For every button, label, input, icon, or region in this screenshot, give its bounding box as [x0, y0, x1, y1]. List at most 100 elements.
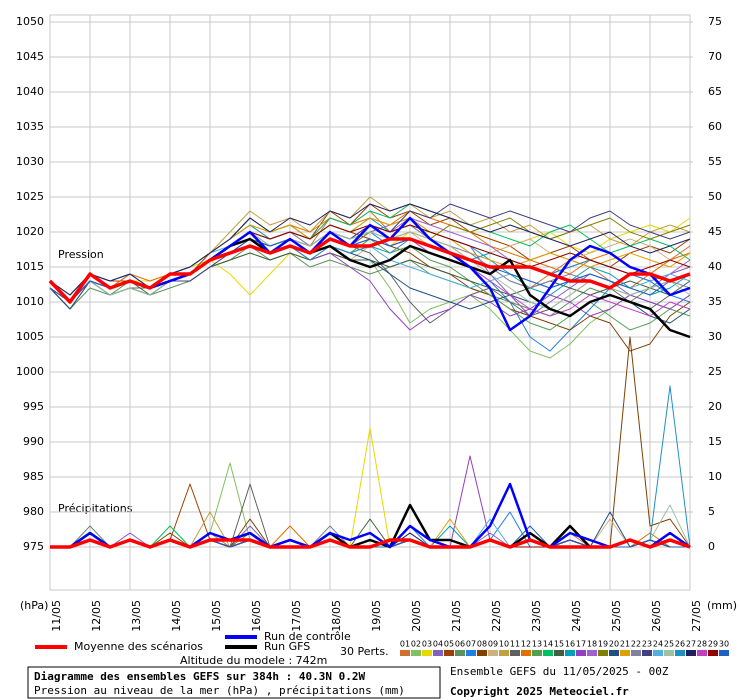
- precip-label: Précipitations: [58, 502, 133, 515]
- legend-swatch: [510, 650, 520, 656]
- x-tick-label: 27/05: [690, 600, 703, 632]
- legend-swatch: [400, 650, 410, 656]
- legend-label: 29: [708, 640, 718, 649]
- legend-label: 28: [697, 640, 707, 649]
- legend-label: 15: [554, 640, 564, 649]
- y-tick-label: 1005: [16, 330, 44, 343]
- legend-label: Run de contrôle: [264, 630, 351, 643]
- legend-swatch: [587, 650, 597, 656]
- x-tick-label: 15/05: [210, 600, 223, 632]
- legend-swatch: [697, 650, 707, 656]
- y2-tick-label: 35: [708, 295, 722, 308]
- legend-label: 06: [455, 640, 465, 649]
- legend-swatch: [620, 650, 630, 656]
- y2-tick-label: 25: [708, 365, 722, 378]
- precip-line: [50, 538, 691, 549]
- legend-label: 17: [576, 640, 586, 649]
- legend-swatch: [664, 650, 674, 656]
- y2-tick-label: 20: [708, 400, 722, 413]
- legend-label: 13: [532, 640, 542, 649]
- legend-swatch: [521, 650, 531, 656]
- y2-tick-label: 15: [708, 435, 722, 448]
- y2-tick-label: 10: [708, 470, 722, 483]
- y2-unit: (mm): [707, 599, 737, 612]
- pressure-line: [49, 216, 691, 332]
- legend-label: 05: [444, 640, 454, 649]
- legend-swatch: [554, 650, 564, 656]
- legend-swatch: [488, 650, 498, 656]
- x-tick-label: 17/05: [290, 600, 303, 632]
- legend-swatch: [532, 650, 542, 656]
- legend-swatch: [543, 650, 553, 656]
- y-tick-label: 975: [23, 540, 44, 553]
- legend-swatch: [653, 650, 663, 656]
- legend-label: 26: [675, 640, 685, 649]
- x-tick-label: 19/05: [370, 600, 383, 632]
- x-tick-label: 23/05: [530, 600, 543, 632]
- y-tick-label: 1050: [16, 15, 44, 28]
- y-tick-label: 985: [23, 470, 44, 483]
- legend-label: Run GFS: [264, 640, 310, 653]
- legend-swatch: [444, 650, 454, 656]
- legend-label: 02: [411, 640, 421, 649]
- y-unit: (hPa): [20, 599, 48, 612]
- x-tick-label: 12/05: [90, 600, 103, 632]
- legend-swatch: [675, 650, 685, 656]
- x-tick-label: 20/05: [410, 600, 423, 632]
- y-tick-label: 1040: [16, 85, 44, 98]
- legend-swatch: [422, 650, 432, 656]
- y2-tick-label: 5: [708, 505, 715, 518]
- legend-label: 14: [543, 640, 553, 649]
- legend-swatch: [576, 650, 586, 656]
- y-tick-label: 995: [23, 400, 44, 413]
- y2-tick-label: 70: [708, 50, 722, 63]
- pressure-line: [49, 231, 691, 310]
- x-tick-label: 25/05: [610, 600, 623, 632]
- y-tick-label: 1030: [16, 155, 44, 168]
- legend-swatch: [411, 650, 421, 656]
- x-tick-label: 13/05: [130, 600, 143, 632]
- legend-label: 03: [422, 640, 432, 649]
- legend-label: 01: [400, 640, 410, 649]
- y2-tick-label: 50: [708, 190, 722, 203]
- perts-label: 30 Perts.: [340, 645, 389, 658]
- legend-label: 20: [609, 640, 619, 649]
- legend-swatch: [598, 650, 608, 656]
- y-tick-label: 980: [23, 505, 44, 518]
- legend-swatch: [455, 650, 465, 656]
- x-tick-label: 16/05: [250, 600, 263, 632]
- legend-swatch: [609, 650, 619, 656]
- y-tick-label: 990: [23, 435, 44, 448]
- x-tick-label: 18/05: [330, 600, 343, 632]
- legend-label: 07: [466, 640, 476, 649]
- title: Diagramme des ensembles GEFS sur 384h : …: [34, 670, 366, 683]
- legend-label: 16: [565, 640, 575, 649]
- legend-label: 30: [719, 640, 729, 649]
- y2-tick-label: 65: [708, 85, 722, 98]
- pressure-label: Pression: [58, 248, 104, 261]
- legend-swatch: [499, 650, 509, 656]
- y2-tick-label: 55: [708, 155, 722, 168]
- legend-swatch: [708, 650, 718, 656]
- x-tick-label: 22/05: [490, 600, 503, 632]
- legend-swatch: [686, 650, 696, 656]
- legend-label: 18: [587, 640, 597, 649]
- y-tick-label: 1025: [16, 190, 44, 203]
- y2-tick-label: 75: [708, 15, 722, 28]
- legend-swatch: [565, 650, 575, 656]
- legend-label: 21: [620, 640, 630, 649]
- legend-swatch: [719, 650, 729, 656]
- legend-label: 24: [653, 640, 663, 649]
- legend-label: 27: [686, 640, 696, 649]
- legend-swatch: [631, 650, 641, 656]
- copyright: Copyright 2025 Meteociel.fr: [450, 685, 629, 698]
- legend-label: 04: [433, 640, 443, 649]
- y2-tick-label: 30: [708, 330, 722, 343]
- y-tick-label: 1015: [16, 260, 44, 273]
- legend-label: 11: [510, 640, 520, 649]
- pressure-line: [48, 237, 691, 304]
- title-box: [27, 666, 441, 699]
- legend-swatch: [433, 650, 443, 656]
- x-tick-label: 26/05: [650, 600, 663, 632]
